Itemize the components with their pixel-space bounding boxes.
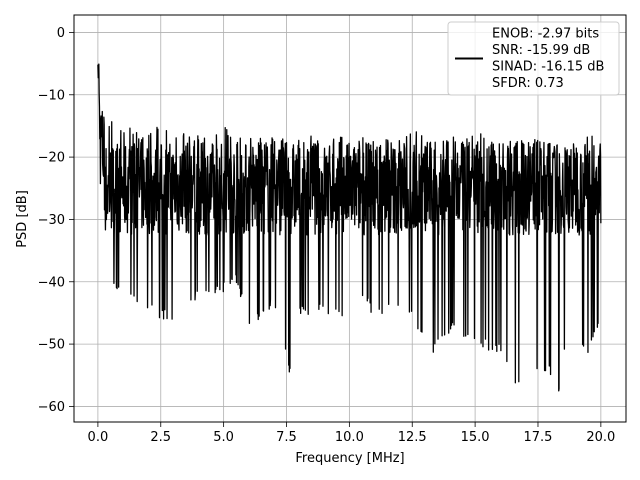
series-group: [97, 63, 602, 392]
x-axis-label: Frequency [MHz]: [295, 451, 404, 466]
y-tick-label: 0: [57, 26, 65, 41]
y-tick-label: −10: [38, 88, 65, 103]
x-tick-label: 2.5: [150, 430, 171, 445]
x-tick-label: 12.5: [398, 430, 427, 445]
x-tick-label: 7.5: [276, 430, 297, 445]
y-tick-label: −20: [38, 151, 65, 166]
legend-entry-snr: SNR: -15.99 dB: [492, 43, 590, 58]
x-tick-label: 0.0: [88, 430, 109, 445]
x-tick-label: 20.0: [586, 430, 615, 445]
y-axis-ticks: 0 −10 −20 −30 −40 −50 −60: [38, 26, 74, 415]
legend: ENOB: -2.97 bits SNR: -15.99 dB SINAD: -…: [447, 21, 620, 96]
y-tick-label: −50: [38, 338, 65, 353]
legend-entry-sinad: SINAD: -16.15 dB: [492, 60, 604, 75]
legend-box: [447, 21, 620, 96]
y-axis-label: PSD [dB]: [15, 190, 30, 248]
x-tick-label: 5.0: [213, 430, 234, 445]
x-tick-label: 15.0: [461, 430, 490, 445]
x-axis-ticks: 0.0 2.5 5.0 7.5 10.0 12.5 15.0 17.5 20.0: [88, 422, 615, 445]
legend-entry-enob: ENOB: -2.97 bits: [492, 27, 599, 42]
y-tick-label: −40: [38, 275, 65, 290]
psd-series-line: [97, 63, 602, 392]
legend-entry-sfdr: SFDR: 0.73: [492, 76, 564, 91]
y-tick-label: −30: [38, 213, 65, 228]
plot-frame: [73, 14, 627, 423]
y-tick-label: −60: [38, 400, 65, 415]
x-tick-label: 17.5: [524, 430, 553, 445]
x-tick-label: 10.0: [335, 430, 364, 445]
